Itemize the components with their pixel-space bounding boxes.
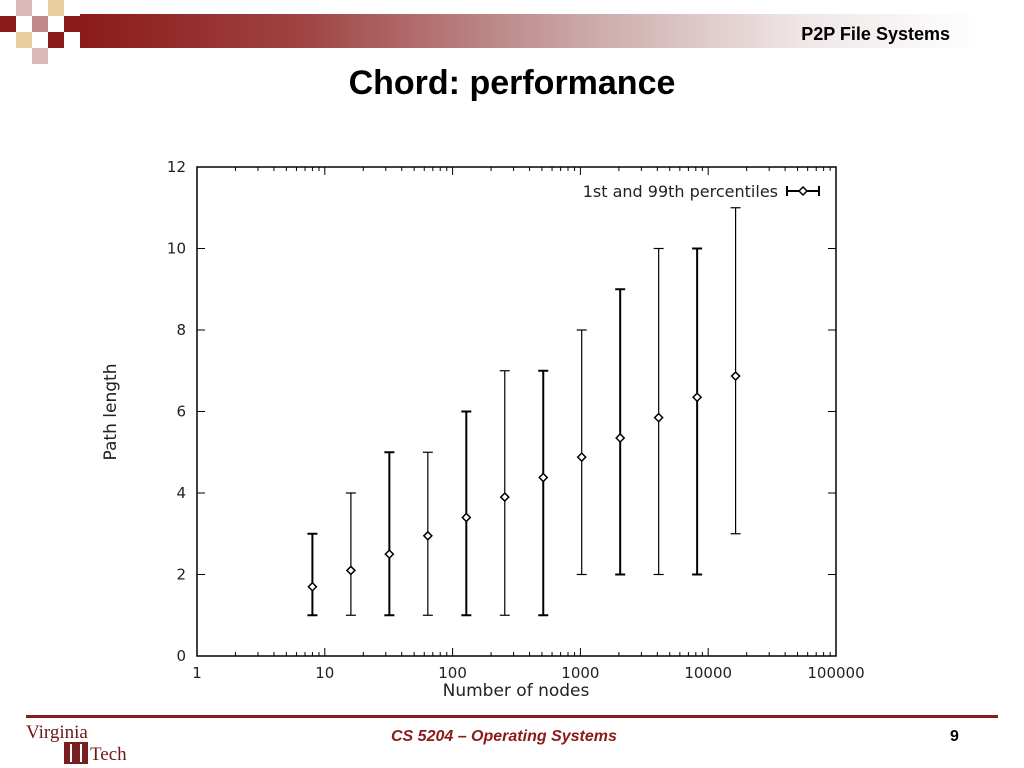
y-tick-label: 8 [176,321,186,339]
chart-svg: 0 2 4 6 8 10 12 1 10 100 1000 10000 100000 Path leng… [101,158,865,701]
legend-label: 1st and 99th percentiles [583,182,778,201]
data-point [653,412,664,423]
slide-title: Chord: performance [348,64,676,102]
header-decoration [0,0,96,64]
plot-frame [196,166,837,657]
x-tick-label: 1 [192,664,202,682]
footer-course: CS 5204 – Operating Systems [391,728,617,745]
data-point [307,581,318,592]
data-point [692,392,703,403]
y-tick-label: 6 [176,403,186,421]
legend: 1st and 99th percentiles [583,182,820,201]
data-point [422,530,433,541]
header-band [80,14,980,48]
data-point [345,565,356,576]
data-point [499,492,510,503]
data-point [461,512,472,523]
x-tick-label: 10000 [684,664,732,682]
page-number: 9 [950,728,959,745]
data-point [384,549,395,560]
logo-line2: Tech [90,744,127,765]
x-tick-label: 1000 [561,664,599,682]
virginia-tech-logo: Virginia Tech [26,722,127,765]
x-tick-label: 100000 [807,664,864,682]
legend-marker [797,185,809,197]
data-point [538,472,549,483]
data-point [576,452,587,463]
logo-emblem [64,742,88,764]
footer-divider [26,715,998,718]
data-point [615,432,626,444]
logo-line1: Virginia [26,722,88,743]
y-tick-label: 0 [176,647,186,665]
x-axis-label: Number of nodes [443,681,590,701]
x-tick-label: 100 [438,664,467,682]
y-tick-label: 4 [176,484,186,502]
header-title: P2P File Systems [801,24,950,44]
x-tick-label: 10 [315,664,334,682]
data-point [730,370,741,382]
y-tick-label: 12 [167,158,186,176]
chart: 0 2 4 6 8 10 12 1 10 100 1000 10000 100000 Path leng… [90,150,880,710]
y-tick-label: 10 [167,240,186,258]
y-tick-label: 2 [176,566,186,584]
y-axis-label: Path length [101,364,121,461]
